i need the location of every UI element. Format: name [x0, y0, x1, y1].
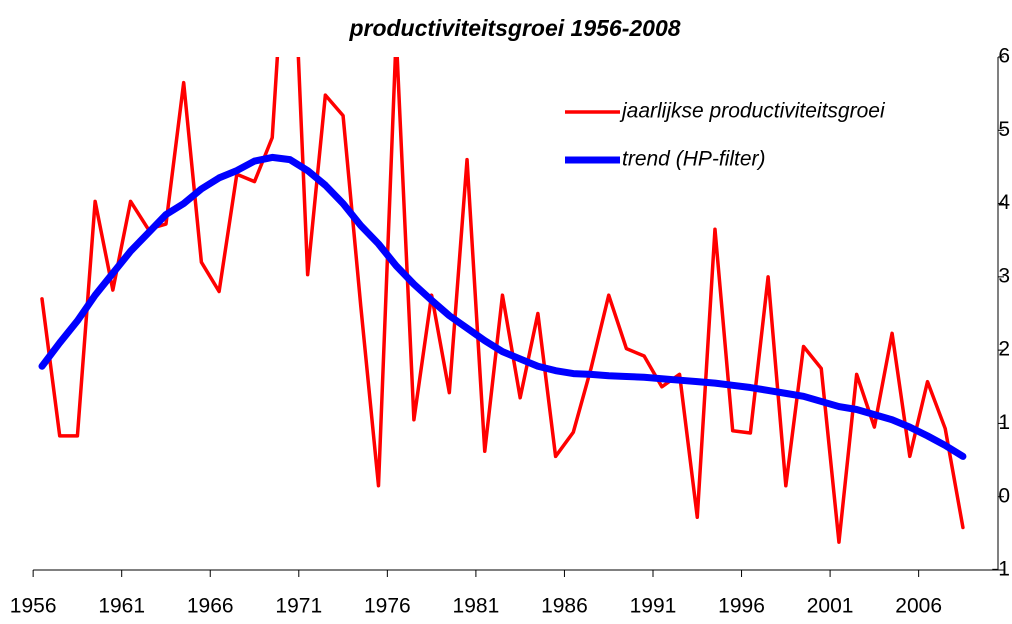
x-tick-label: 1996 [718, 595, 765, 618]
x-tick-label: 1986 [541, 595, 588, 618]
x-tick-label: 1991 [630, 595, 677, 618]
x-tick-label: 1961 [98, 595, 145, 618]
x-tick-label: 1956 [10, 595, 57, 618]
y-tick-label: 4 [998, 191, 1010, 214]
plot-area [38, 57, 967, 544]
legend-label: jaarlijkse productiviteitsgroei [619, 100, 886, 123]
y-tick-label: 6 [998, 45, 1010, 68]
y-tick-label: 2 [998, 338, 1010, 361]
x-tick-label: 1981 [453, 595, 500, 618]
y-tick-label: 1 [998, 411, 1010, 434]
x-tick-label: 2001 [807, 595, 854, 618]
chart-title: productiviteitsgroei 1956-2008 [348, 15, 680, 41]
y-tick-label: -1 [991, 558, 1010, 581]
y-tick-label: 0 [998, 484, 1010, 507]
x-tick-label: 2006 [895, 595, 942, 618]
x-tick-label: 1966 [187, 595, 234, 618]
line-series [38, 153, 967, 460]
y-tick-label: 3 [998, 264, 1010, 287]
x-tick-label: 1971 [275, 595, 322, 618]
x-tick-label: 1976 [364, 595, 411, 618]
y-tick-label: 5 [998, 118, 1010, 141]
line-series [40, 57, 965, 544]
legend-label: trend (HP-filter) [622, 148, 766, 171]
